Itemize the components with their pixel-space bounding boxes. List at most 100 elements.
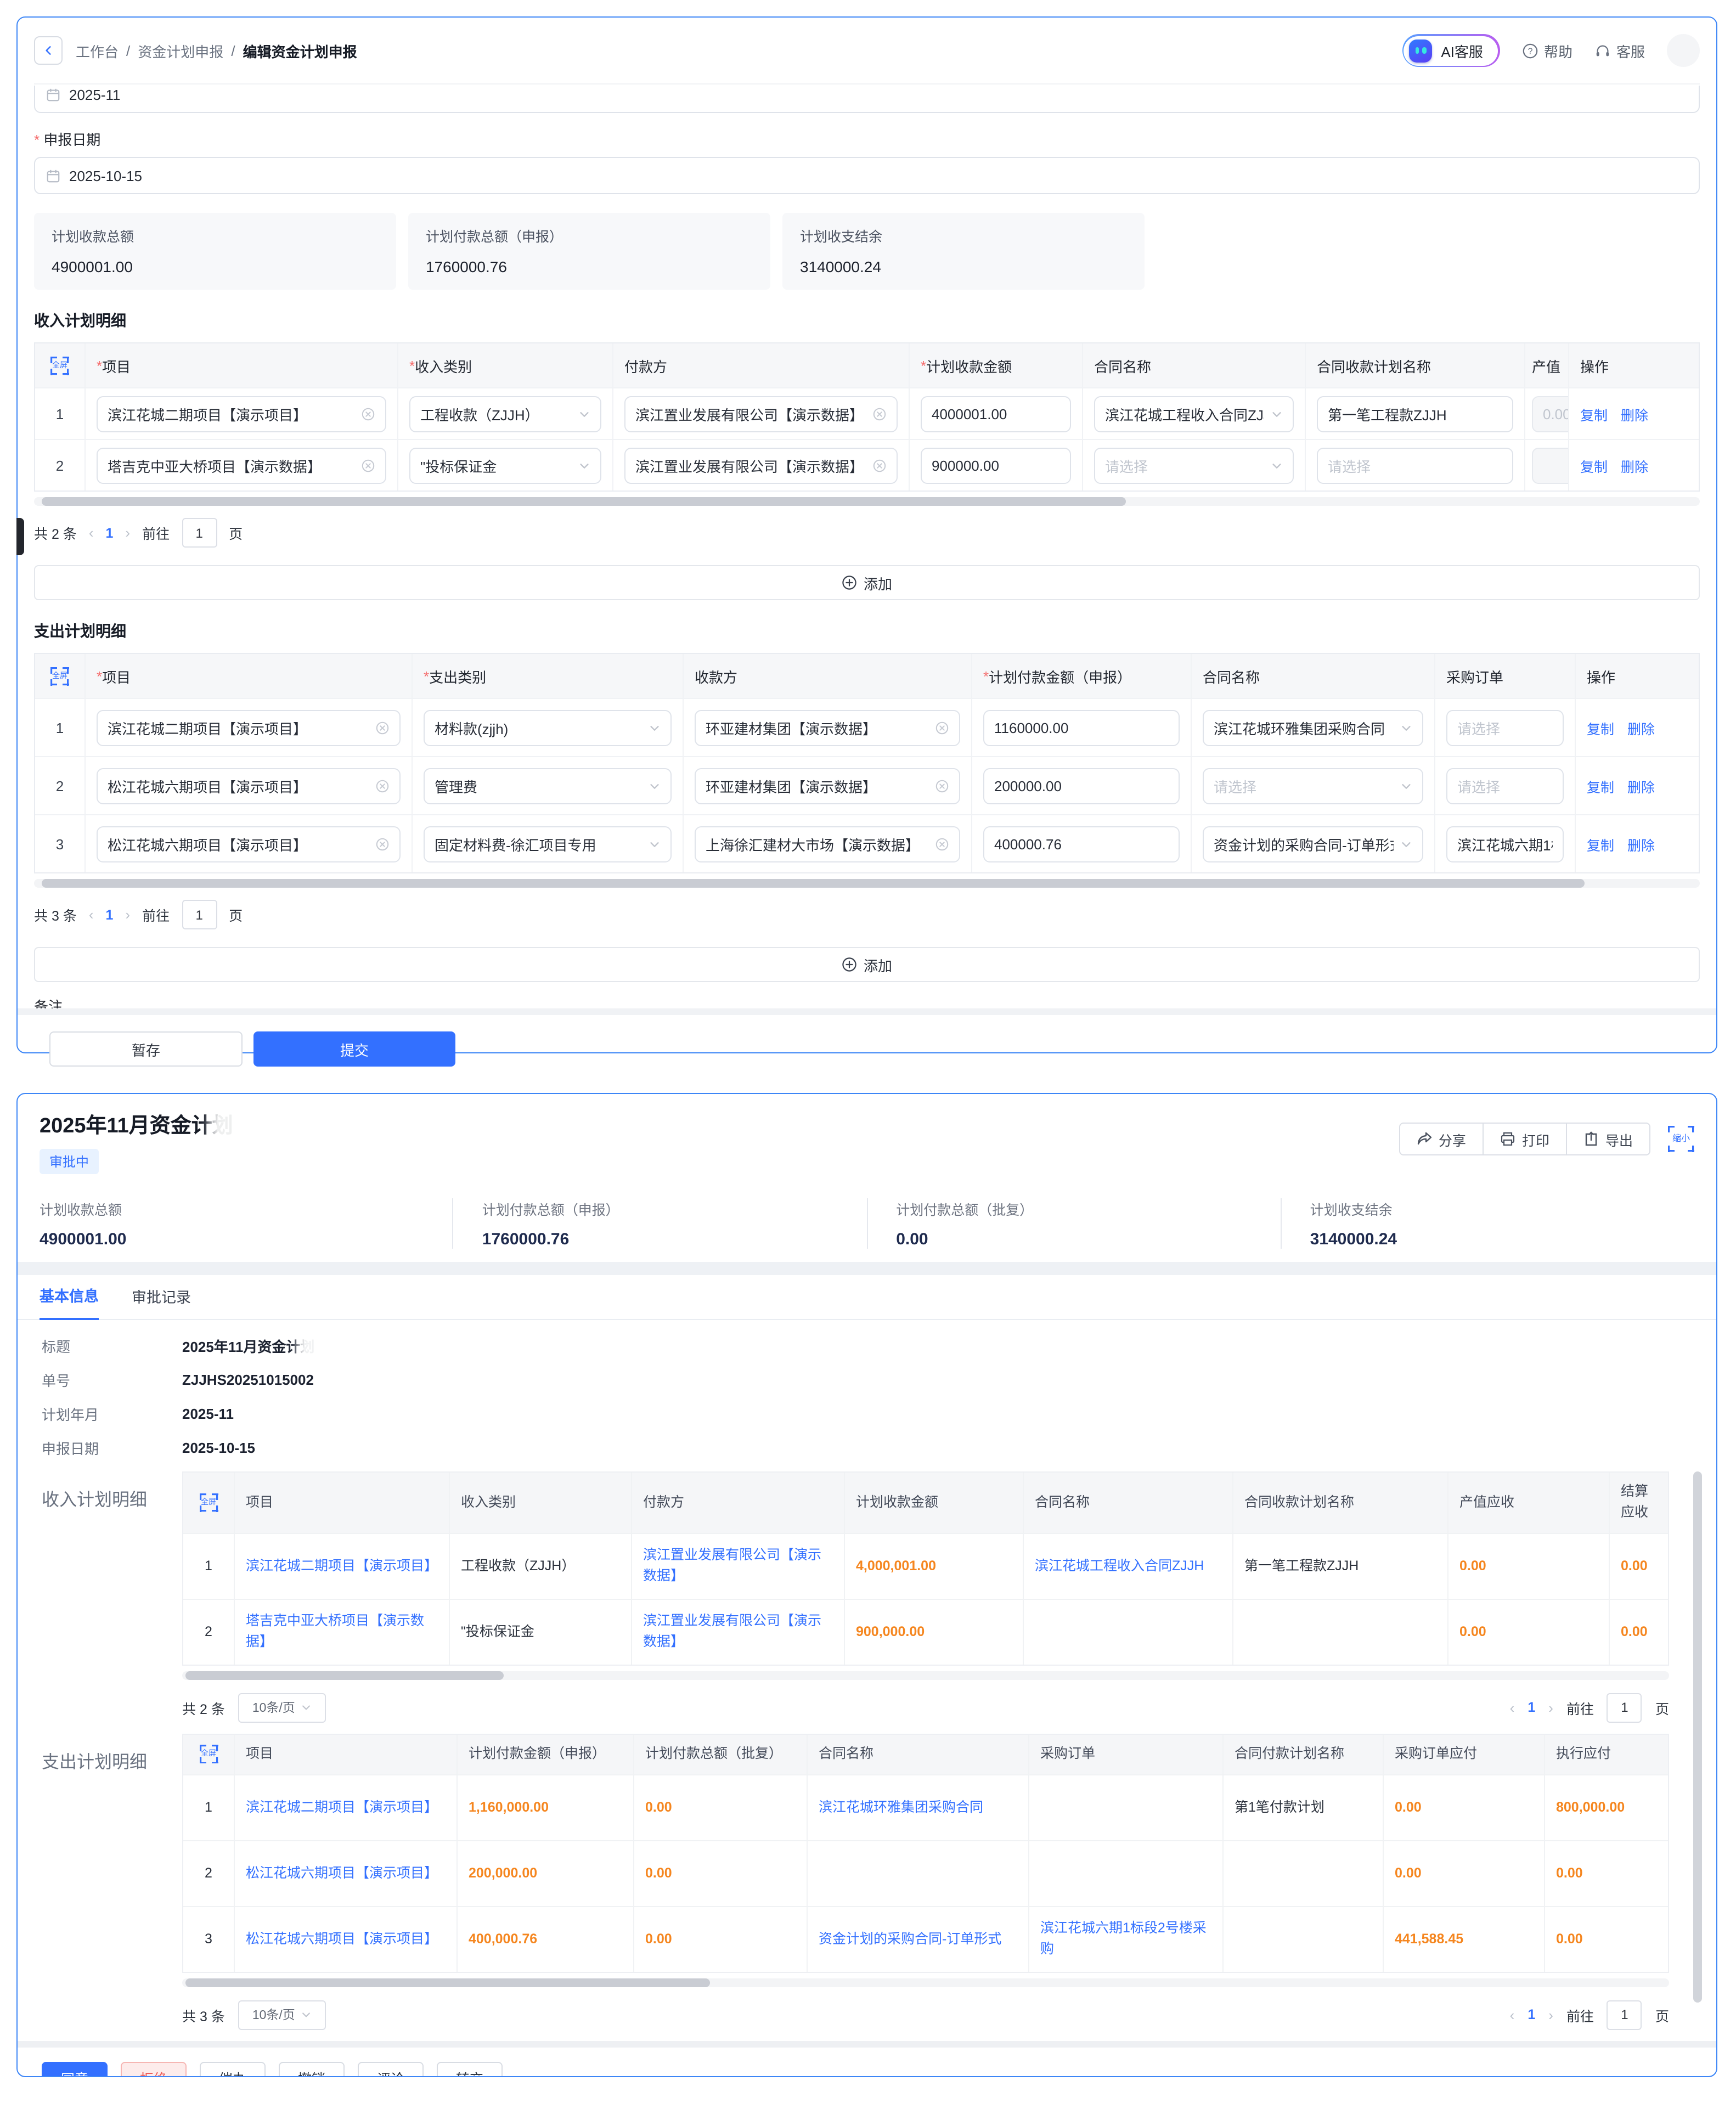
ai-support-button[interactable]: AI客服: [1402, 34, 1500, 67]
contract-select[interactable]: 请选择: [1094, 447, 1294, 483]
payer-link[interactable]: 滨江置业发展有限公司【演示数据】: [632, 1599, 845, 1665]
breadcrumb-workbench[interactable]: 工作台: [76, 43, 119, 60]
page-number[interactable]: 1: [1528, 1700, 1536, 1716]
purchase-order-input[interactable]: 请选择: [1446, 709, 1564, 746]
prev-page-icon[interactable]: ‹: [1509, 1699, 1515, 1716]
project-input[interactable]: 松江花城六期项目【演示项目】: [97, 826, 401, 862]
page-number[interactable]: 1: [105, 907, 114, 922]
fullscreen-icon[interactable]: 全屏: [50, 356, 69, 375]
delete-link[interactable]: 删除: [1627, 780, 1655, 795]
category-select[interactable]: 工程收款（ZJJH）: [409, 396, 601, 432]
receipt-plan-input[interactable]: 请选择: [1317, 447, 1513, 483]
customer-service-button[interactable]: 客服: [1594, 40, 1645, 61]
payee-input[interactable]: 环亚建材集团【演示数据】: [695, 768, 960, 804]
amount-input[interactable]: 1160000.00: [983, 709, 1180, 746]
fullscreen-icon[interactable]: 全屏: [50, 667, 69, 685]
revoke-button[interactable]: 撤销: [279, 2061, 345, 2076]
category-select[interactable]: "投标保证金: [409, 447, 601, 483]
breadcrumb-fund-plan[interactable]: 资金计划申报: [138, 43, 224, 60]
fullscreen-icon[interactable]: 全屏: [199, 1493, 218, 1512]
export-button[interactable]: 导出: [1565, 1123, 1650, 1155]
contract-link[interactable]: 滨江花城工程收入合同ZJJH: [1024, 1533, 1233, 1599]
income-add-row-button[interactable]: 添加: [34, 565, 1700, 600]
contract-select[interactable]: 资金计划的采购合同-订单形式: [1203, 826, 1423, 862]
project-input[interactable]: 松江花城六期项目【演示项目】: [97, 768, 401, 804]
page-number[interactable]: 1: [1528, 2007, 1536, 2023]
delete-link[interactable]: 删除: [1621, 408, 1649, 423]
purchase-order-input[interactable]: 请选择: [1446, 768, 1564, 804]
delete-link[interactable]: 删除: [1621, 459, 1649, 475]
amount-input[interactable]: 400000.76: [983, 826, 1180, 862]
income-hscrollbar[interactable]: [34, 497, 1700, 506]
payer-link[interactable]: 滨江置业发展有限公司【演示数据】: [632, 1533, 845, 1599]
payer-input[interactable]: 滨江置业发展有限公司【演示数据】: [624, 447, 898, 483]
agree-button[interactable]: 同意: [42, 2061, 108, 2076]
page-size-select[interactable]: 10条/页: [238, 1693, 326, 1723]
plan-month-input[interactable]: 2025-11: [34, 86, 1700, 113]
payer-input[interactable]: 滨江置业发展有限公司【演示数据】: [624, 396, 898, 432]
contract-select[interactable]: 滨江花城工程收入合同ZJJH: [1094, 396, 1294, 432]
tab-basic-info[interactable]: 基本信息: [40, 1284, 99, 1320]
project-link[interactable]: 松江花城六期项目【演示项目】: [235, 1907, 458, 1972]
category-select[interactable]: 管理费: [424, 768, 672, 804]
submit-button[interactable]: 提交: [253, 1031, 455, 1067]
purchase-order-link[interactable]: 滨江花城六期1标段2号楼采购: [1029, 1907, 1224, 1972]
fullscreen-icon[interactable]: 全屏: [199, 1745, 218, 1764]
next-page-icon[interactable]: ›: [125, 906, 131, 923]
payee-input[interactable]: 环亚建材集团【演示数据】: [695, 709, 960, 746]
goto-page-input[interactable]: 1: [1607, 2000, 1642, 2030]
contract-link[interactable]: 滨江花城环雅集团采购合同: [808, 1775, 1029, 1840]
goto-page-input[interactable]: 1: [1607, 1693, 1642, 1723]
copy-link[interactable]: 复制: [1587, 721, 1615, 737]
amount-input[interactable]: 200000.00: [983, 768, 1180, 804]
next-page-icon[interactable]: ›: [1548, 2006, 1553, 2023]
copy-link[interactable]: 复制: [1580, 408, 1608, 423]
amount-input[interactable]: 900000.00: [921, 447, 1071, 483]
project-input[interactable]: 塔吉克中亚大桥项目【演示数据】: [97, 447, 386, 483]
project-link[interactable]: 滨江花城二期项目【演示项目】: [235, 1775, 458, 1840]
expense-detail-hscrollbar[interactable]: [182, 1978, 1669, 1987]
save-draft-button[interactable]: 暂存: [49, 1031, 243, 1067]
goto-page-input[interactable]: 1: [182, 518, 217, 548]
reject-button[interactable]: 拒绝: [121, 2061, 187, 2076]
copy-link[interactable]: 复制: [1587, 780, 1615, 795]
share-button[interactable]: 分享: [1399, 1123, 1484, 1155]
category-select[interactable]: 材料款(zjjh): [424, 709, 672, 746]
page-number[interactable]: 1: [105, 525, 114, 540]
copy-link[interactable]: 复制: [1580, 459, 1608, 475]
delete-link[interactable]: 删除: [1627, 838, 1655, 853]
next-page-icon[interactable]: ›: [1548, 1699, 1553, 1716]
prev-page-icon[interactable]: ‹: [1509, 2006, 1515, 2023]
goto-page-input[interactable]: 1: [182, 900, 217, 929]
contract-link[interactable]: 资金计划的采购合同-订单形式: [808, 1907, 1029, 1972]
next-page-icon[interactable]: ›: [125, 525, 131, 541]
receipt-plan-input[interactable]: 第一笔工程款ZJJH: [1317, 396, 1513, 432]
project-link[interactable]: 滨江花城二期项目【演示项目】: [235, 1533, 450, 1599]
category-select[interactable]: 固定材料费-徐汇项目专用: [424, 826, 672, 862]
vertical-scrollbar-thumb[interactable]: [1693, 1471, 1702, 2003]
prev-page-icon[interactable]: ‹: [88, 906, 94, 923]
tab-approval-records[interactable]: 审批记录: [132, 1289, 191, 1306]
delete-link[interactable]: 删除: [1627, 721, 1655, 737]
project-input[interactable]: 滨江花城二期项目【演示项目】: [97, 396, 386, 432]
project-input[interactable]: 滨江花城二期项目【演示项目】: [97, 709, 401, 746]
declare-date-input[interactable]: 2025-10-15: [34, 157, 1700, 194]
project-link[interactable]: 塔吉克中亚大桥项目【演示数据】: [235, 1599, 450, 1665]
transfer-button[interactable]: 转交: [437, 2061, 503, 2076]
project-link[interactable]: 松江花城六期项目【演示项目】: [235, 1841, 458, 1906]
income-detail-hscrollbar[interactable]: [182, 1671, 1669, 1680]
expense-hscrollbar[interactable]: [34, 879, 1700, 888]
comment-button[interactable]: 评论: [358, 2061, 424, 2076]
payee-input[interactable]: 上海徐汇建材大市场【演示数据】: [695, 826, 960, 862]
contract-select[interactable]: 请选择: [1203, 768, 1423, 804]
amount-input[interactable]: 4000001.00: [921, 396, 1071, 432]
expense-add-row-button[interactable]: 添加: [34, 947, 1700, 982]
urge-button[interactable]: 催办: [200, 2061, 266, 2076]
purchase-order-input[interactable]: 滨江花城六期1标段2号楼采购: [1446, 826, 1564, 862]
back-button[interactable]: [34, 36, 63, 65]
copy-link[interactable]: 复制: [1587, 838, 1615, 853]
print-button[interactable]: 打印: [1482, 1123, 1567, 1155]
prev-page-icon[interactable]: ‹: [88, 525, 94, 541]
shrink-fullscreen-button[interactable]: 缩小: [1668, 1126, 1694, 1152]
page-size-select[interactable]: 10条/页: [238, 2000, 326, 2030]
